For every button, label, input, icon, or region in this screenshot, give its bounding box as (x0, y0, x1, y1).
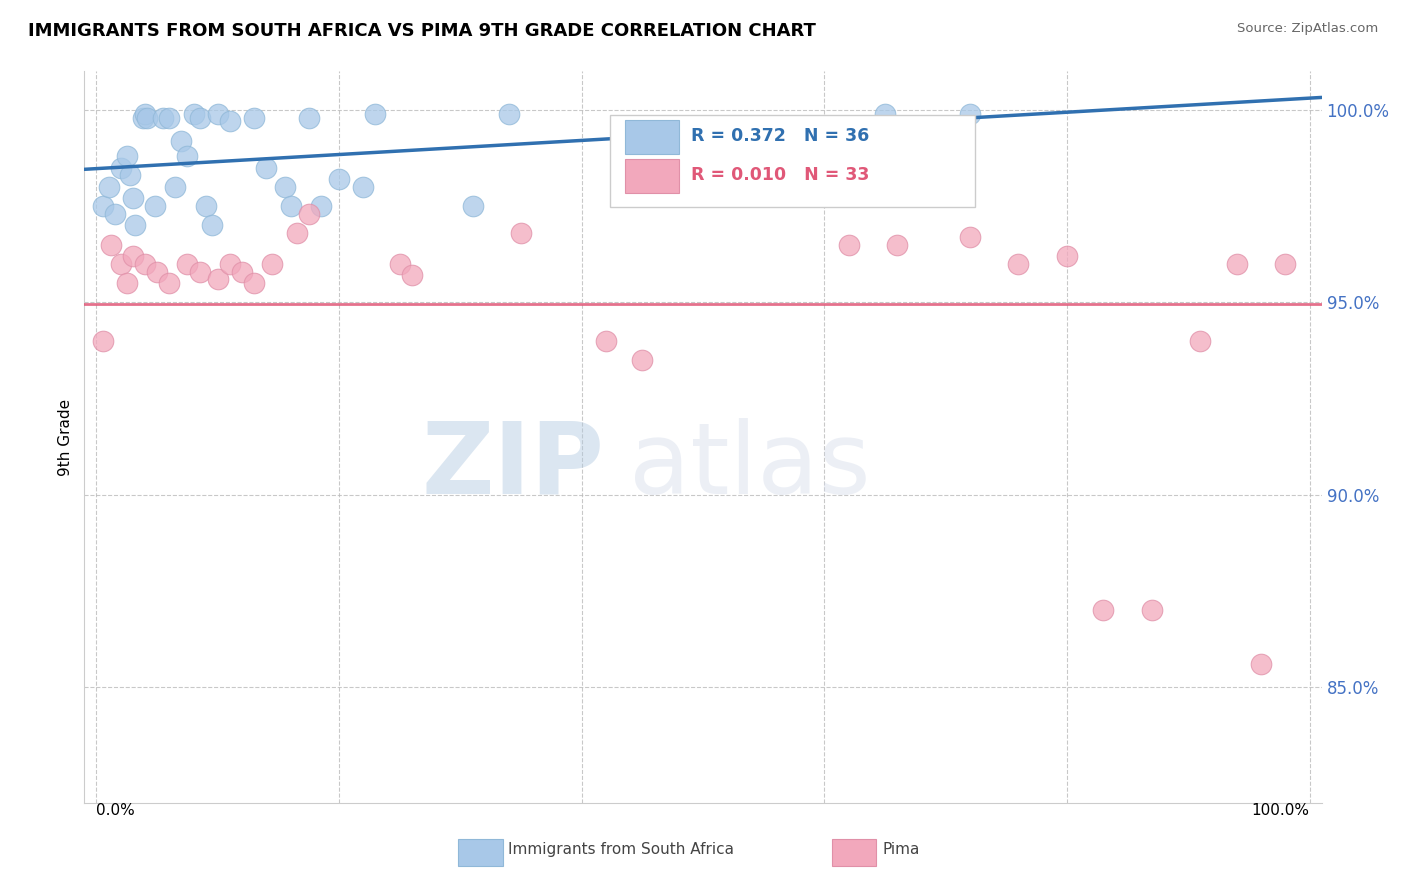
FancyBboxPatch shape (610, 115, 976, 207)
Point (146, 264, 169, 278)
Point (124, 219, 146, 233)
Point (873, 106, 896, 120)
Y-axis label: 9th Grade: 9th Grade (58, 399, 73, 475)
Point (328, 172, 350, 186)
Point (959, 230, 981, 244)
Point (176, 149, 198, 163)
Point (188, 111, 211, 125)
Point (352, 179, 374, 194)
Point (254, 161, 277, 175)
FancyBboxPatch shape (626, 159, 679, 193)
Point (207, 272, 229, 286)
Point (188, 264, 211, 278)
Point (1092, 603, 1115, 617)
Point (131, 111, 153, 125)
Point (122, 191, 145, 205)
Text: IMMIGRANTS FROM SOUTH AFRICA VS PIMA 9TH GRADE CORRELATION CHART: IMMIGRANTS FROM SOUTH AFRICA VS PIMA 9TH… (28, 22, 815, 40)
Point (120, 169, 142, 183)
Point (401, 268, 423, 283)
Text: Source: ZipAtlas.com: Source: ZipAtlas.com (1237, 22, 1378, 36)
Text: atlas: atlas (628, 417, 870, 515)
Point (243, 111, 266, 125)
Point (134, 106, 156, 120)
Text: Immigrants from South Africa: Immigrants from South Africa (508, 842, 734, 857)
FancyBboxPatch shape (458, 839, 502, 866)
Point (631, 353, 654, 368)
Point (1250, 657, 1272, 672)
Point (959, 106, 981, 120)
Text: 100.0%: 100.0% (1251, 803, 1309, 818)
Point (262, 257, 284, 271)
Point (170, 134, 193, 148)
Point (115, 149, 138, 163)
Point (498, 106, 520, 120)
FancyBboxPatch shape (626, 120, 679, 154)
Point (1140, 603, 1163, 617)
Point (176, 257, 198, 271)
Point (1226, 257, 1249, 271)
Text: R = 0.010   N = 33: R = 0.010 N = 33 (690, 166, 869, 185)
Point (298, 111, 321, 125)
Text: 0.0%: 0.0% (97, 803, 135, 818)
Point (97, 179, 120, 194)
Point (231, 264, 253, 278)
Point (243, 276, 266, 290)
Point (273, 179, 295, 194)
Point (298, 207, 321, 221)
Point (219, 257, 242, 271)
Point (388, 257, 411, 271)
Point (219, 114, 242, 128)
Point (1274, 257, 1296, 271)
Point (122, 249, 145, 263)
Point (1056, 249, 1078, 263)
Point (157, 276, 180, 290)
FancyBboxPatch shape (832, 839, 876, 866)
Point (1007, 257, 1029, 271)
Point (100, 237, 122, 252)
Point (134, 257, 156, 271)
Point (136, 111, 159, 125)
Point (157, 111, 180, 125)
Point (115, 276, 138, 290)
Point (364, 106, 387, 120)
Point (91, 334, 114, 348)
Point (194, 199, 217, 213)
Text: Pima: Pima (883, 842, 920, 857)
Point (886, 237, 908, 252)
Point (201, 219, 224, 233)
Text: ZIP: ZIP (422, 417, 605, 515)
Point (152, 111, 174, 125)
Point (1189, 334, 1212, 348)
Point (595, 334, 617, 348)
Point (110, 161, 132, 175)
Point (165, 179, 187, 194)
Point (104, 207, 127, 221)
Point (110, 257, 132, 271)
Point (285, 226, 308, 240)
Point (461, 199, 484, 213)
Point (838, 237, 860, 252)
Point (91, 199, 114, 213)
Point (207, 106, 229, 120)
Point (309, 199, 332, 213)
Point (143, 199, 166, 213)
Text: R = 0.372   N = 36: R = 0.372 N = 36 (690, 128, 869, 145)
Point (280, 199, 302, 213)
Point (510, 226, 533, 240)
Point (183, 106, 205, 120)
